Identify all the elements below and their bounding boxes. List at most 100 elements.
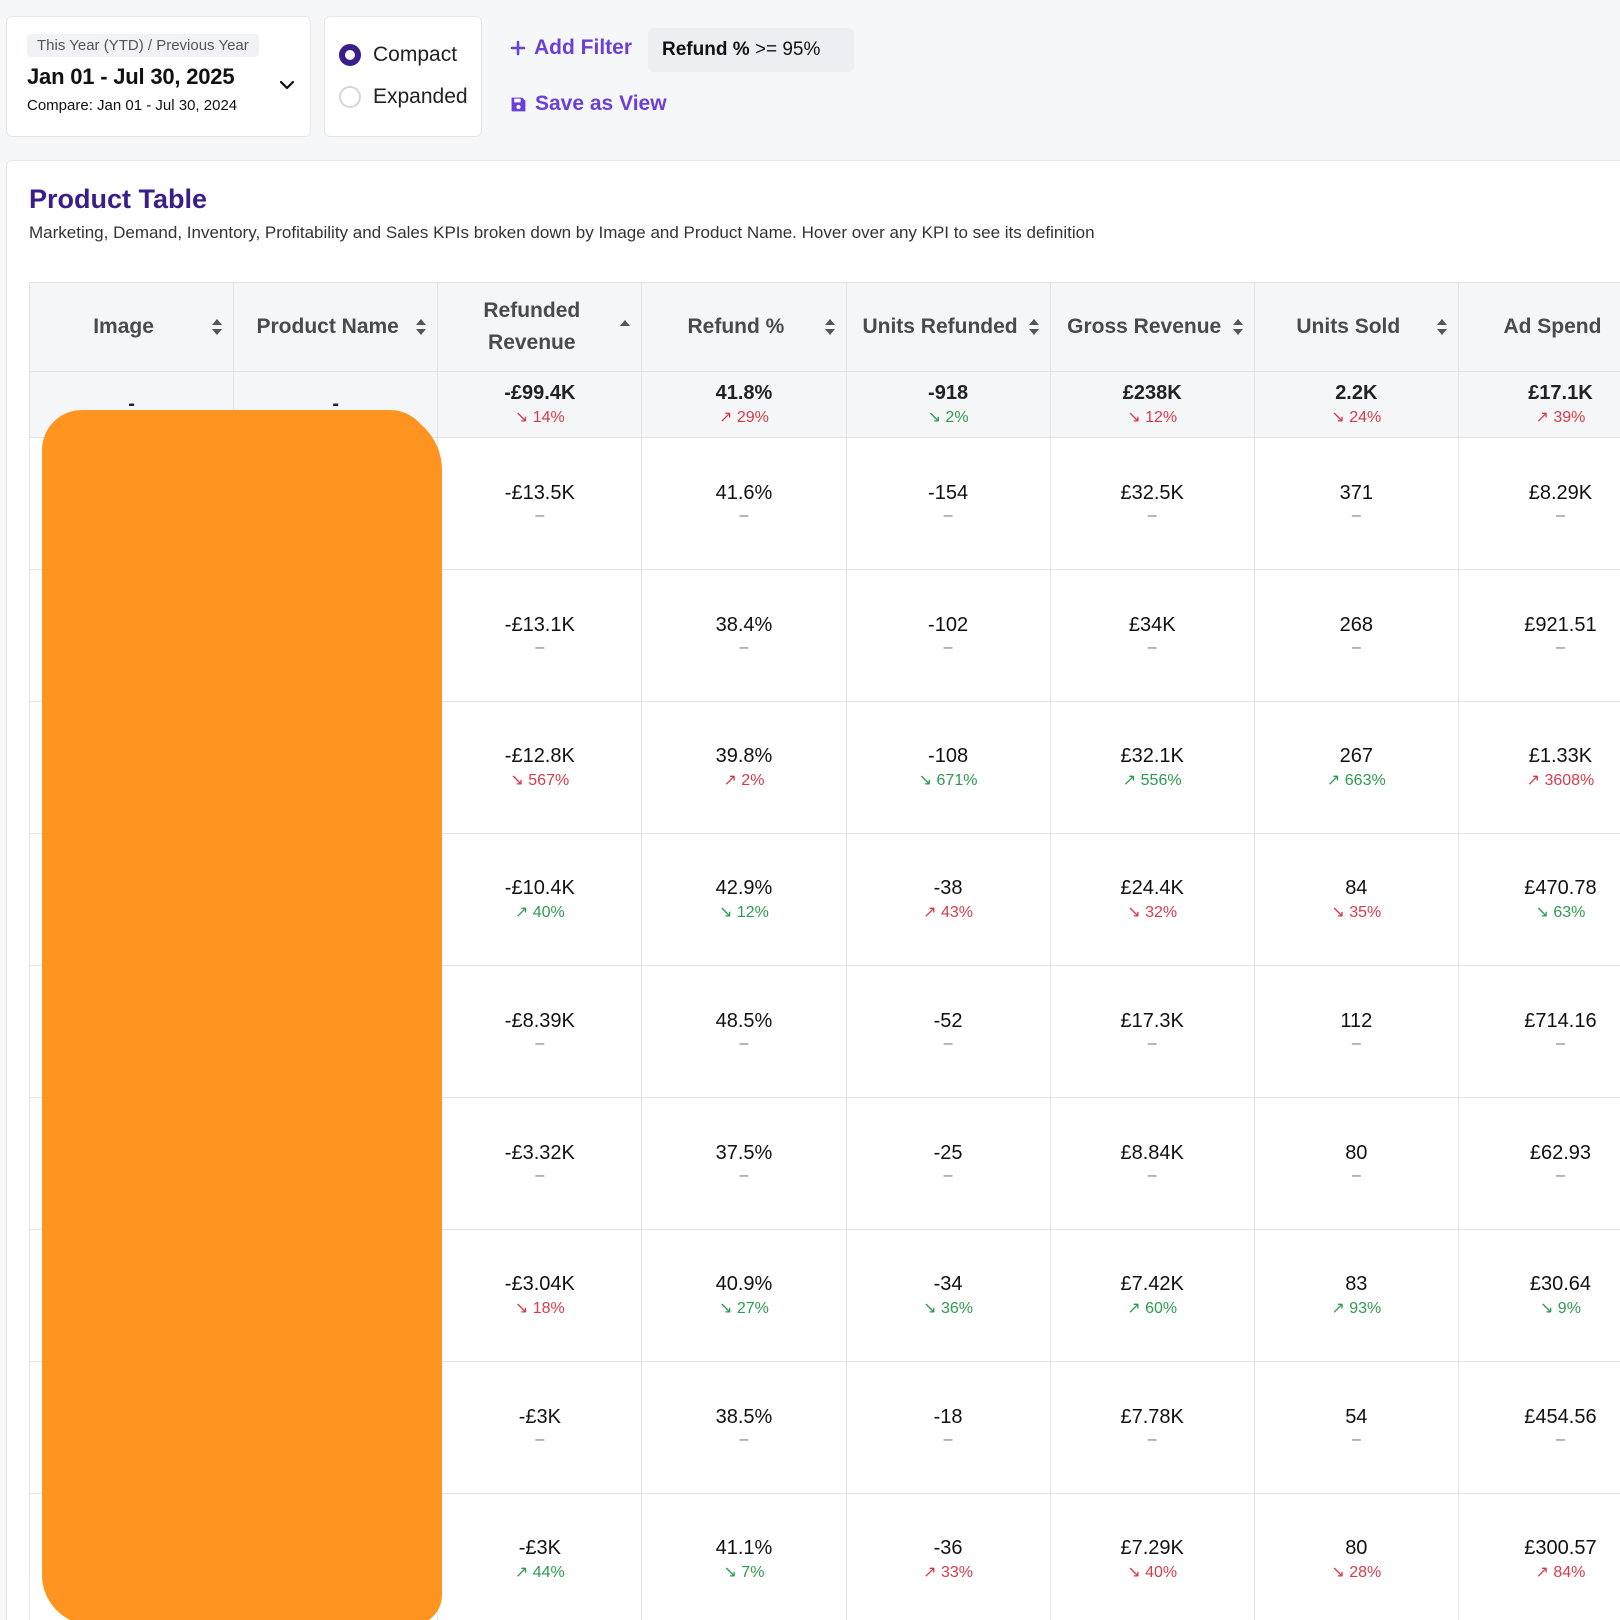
column-header-6[interactable]: Units Sold bbox=[1253, 282, 1459, 372]
column-header-5[interactable]: Gross Revenue bbox=[1049, 282, 1255, 372]
date-range-picker[interactable]: This Year (YTD) / Previous Year Jan 01 -… bbox=[6, 16, 311, 137]
summary-value: 41.8% bbox=[715, 382, 773, 404]
sort-ascending-icon[interactable] bbox=[619, 318, 631, 336]
kpi-value: 80 bbox=[1345, 1537, 1368, 1559]
kpi-value: £34K bbox=[1128, 614, 1176, 636]
kpi-cell: £470.78 ↘ 63% bbox=[1457, 833, 1620, 966]
kpi-value: -£3.04K bbox=[504, 1273, 575, 1295]
filter-chip-key: Refund % bbox=[662, 39, 750, 60]
filter-chip-refund[interactable]: Refund % >= 95% bbox=[648, 28, 854, 72]
column-header-7[interactable]: Ad Spend bbox=[1457, 282, 1620, 372]
kpi-delta-value: – bbox=[739, 507, 749, 524]
summary-cell-value: - bbox=[128, 393, 135, 415]
sort-icon[interactable] bbox=[1436, 318, 1448, 336]
sort-icon[interactable] bbox=[415, 318, 427, 336]
add-filter-button[interactable]: Add Filter bbox=[510, 36, 632, 60]
arrow-down-right-icon: ↘ bbox=[718, 904, 737, 921]
sort-icon[interactable] bbox=[824, 318, 836, 336]
kpi-delta-value: 32% bbox=[1145, 904, 1178, 921]
kpi-delta: ↘ 12% bbox=[642, 902, 845, 922]
kpi-delta: ↗ 2% bbox=[642, 770, 845, 790]
kpi-cell: 41.6% – bbox=[641, 437, 847, 570]
kpi-delta-value: – bbox=[1147, 639, 1157, 656]
arrow-up-right-icon: ↗ bbox=[1127, 1300, 1146, 1317]
column-header-1[interactable]: Product Name bbox=[233, 282, 439, 372]
kpi-delta-value: 36% bbox=[940, 1300, 973, 1317]
kpi-cell: -154 – bbox=[845, 437, 1051, 570]
kpi-value: £32.1K bbox=[1120, 745, 1184, 767]
save-as-view-button[interactable]: Save as View bbox=[510, 92, 667, 116]
chevron-down-icon[interactable] bbox=[277, 75, 297, 95]
kpi-cell: 40.9% ↘ 27% bbox=[641, 1229, 847, 1362]
kpi-value: 268 bbox=[1339, 614, 1373, 636]
save-as-view-label: Save as View bbox=[535, 92, 667, 115]
summary-cell-value: - bbox=[332, 393, 340, 415]
kpi-delta-value: 567% bbox=[528, 772, 570, 789]
view-mode-compact[interactable]: Compact bbox=[339, 43, 457, 67]
column-header-4[interactable]: Units Refunded bbox=[845, 282, 1051, 372]
plus-icon bbox=[510, 40, 526, 56]
kpi-value: £300.57 bbox=[1524, 1537, 1597, 1559]
column-header-0[interactable]: Image bbox=[28, 282, 235, 372]
kpi-delta-value: – bbox=[943, 1167, 953, 1184]
kpi-value: -£12.8K bbox=[504, 745, 575, 767]
kpi-delta: – bbox=[642, 1167, 845, 1185]
kpi-delta-value: – bbox=[739, 1035, 749, 1052]
kpi-cell: 38.5% – bbox=[641, 1361, 847, 1494]
kpi-value: 48.5% bbox=[715, 1010, 773, 1032]
kpi-cell: 80 – bbox=[1253, 1097, 1459, 1230]
kpi-cell: £7.78K – bbox=[1049, 1361, 1255, 1494]
kpi-value: £7.29K bbox=[1120, 1537, 1184, 1559]
kpi-delta-value: 663% bbox=[1344, 772, 1386, 789]
kpi-delta-value: – bbox=[943, 507, 953, 524]
kpi-delta: – bbox=[642, 1035, 845, 1053]
kpi-value: 83 bbox=[1345, 1273, 1368, 1295]
view-mode-expanded[interactable]: Expanded bbox=[339, 85, 468, 109]
kpi-cell: -£3K ↗ 44% bbox=[437, 1493, 643, 1620]
kpi-cell: £32.5K – bbox=[1049, 437, 1255, 570]
kpi-delta-value: – bbox=[1351, 507, 1361, 524]
summary-value: 2.2K bbox=[1335, 382, 1378, 404]
kpi-value: 267 bbox=[1339, 745, 1373, 767]
kpi-value: £30.64 bbox=[1529, 1273, 1592, 1295]
kpi-delta-value: – bbox=[1147, 507, 1157, 524]
kpi-delta-value: – bbox=[943, 1431, 953, 1448]
table-header-row: Image Product Name Refunded Revenue Refund … bbox=[28, 282, 1620, 372]
kpi-delta-value: – bbox=[1147, 1167, 1157, 1184]
kpi-value: £1.33K bbox=[1528, 745, 1593, 767]
sort-icon[interactable] bbox=[1232, 318, 1244, 336]
radio-compact[interactable] bbox=[339, 44, 361, 66]
redaction-overlay-top-right bbox=[230, 410, 430, 510]
arrow-down-right-icon: ↘ bbox=[927, 409, 946, 426]
arrow-up-right-icon: ↗ bbox=[514, 1564, 533, 1581]
kpi-delta-value: 9% bbox=[1557, 1300, 1581, 1317]
summary-delta: ↗ 29% bbox=[642, 407, 845, 427]
summary-value: -918 bbox=[928, 382, 969, 404]
kpi-value: 41.1% bbox=[715, 1537, 773, 1559]
kpi-delta: – bbox=[438, 1035, 641, 1053]
column-header-2[interactable]: Refunded Revenue bbox=[437, 282, 643, 372]
arrow-down-right-icon: ↘ bbox=[1331, 904, 1350, 921]
kpi-cell: £8.29K – bbox=[1457, 437, 1620, 570]
kpi-cell: £7.29K ↘ 40% bbox=[1049, 1493, 1255, 1620]
kpi-value: -£8.39K bbox=[504, 1010, 575, 1032]
kpi-delta-value: – bbox=[943, 1035, 953, 1052]
arrow-up-right-icon: ↗ bbox=[718, 409, 737, 426]
kpi-delta-value: 40% bbox=[532, 904, 565, 921]
sort-icon[interactable] bbox=[211, 318, 223, 336]
kpi-delta-value: 43% bbox=[940, 904, 973, 921]
column-header-3[interactable]: Refund % bbox=[641, 282, 847, 372]
sort-icon[interactable] bbox=[1028, 318, 1040, 336]
kpi-cell: -38 ↗ 43% bbox=[845, 833, 1051, 966]
kpi-cell: -£12.8K ↘ 567% bbox=[437, 701, 643, 834]
kpi-delta: ↘ 27% bbox=[642, 1298, 845, 1318]
kpi-value: -34 bbox=[933, 1273, 963, 1295]
kpi-delta: – bbox=[847, 507, 1050, 525]
kpi-delta: – bbox=[1459, 1431, 1620, 1449]
kpi-cell: 83 ↗ 93% bbox=[1253, 1229, 1459, 1362]
kpi-delta-value: 63% bbox=[1553, 904, 1586, 921]
kpi-delta: ↗ 556% bbox=[1051, 770, 1254, 790]
kpi-cell: £7.42K ↗ 60% bbox=[1049, 1229, 1255, 1362]
kpi-cell: -36 ↗ 33% bbox=[845, 1493, 1051, 1620]
radio-expanded[interactable] bbox=[339, 86, 361, 108]
